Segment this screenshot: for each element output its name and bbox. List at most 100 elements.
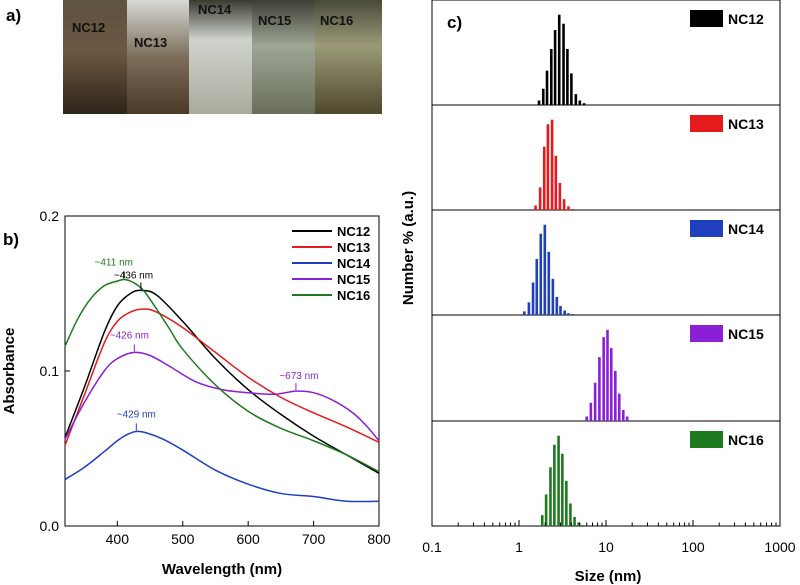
panel-label-b: b)	[3, 230, 19, 249]
size-bar-nc14	[531, 282, 535, 315]
vial-label-nc16: NC16	[320, 13, 353, 28]
size-bar-nc12	[557, 14, 561, 106]
absorbance-x-tick-label: 400	[106, 531, 130, 547]
size-bar-nc13	[546, 124, 550, 210]
size-bar-nc14	[527, 302, 531, 315]
size-legend-label-nc13: NC13	[728, 116, 764, 132]
size-bar-nc16	[544, 494, 548, 526]
size-legend-swatch-nc16	[690, 431, 723, 448]
size-bar-nc16	[565, 480, 568, 526]
size-bar-nc12	[562, 23, 565, 106]
size-legend-label-nc14: NC14	[728, 221, 764, 237]
size-bar-nc12	[574, 94, 578, 105]
vial-label-nc15: NC15	[258, 13, 291, 28]
legend-label-nc14: NC14	[337, 256, 371, 271]
size-legend-label-nc16: NC16	[728, 432, 764, 448]
vial-label-nc13: NC13	[134, 35, 167, 50]
size-bar-nc13	[558, 182, 562, 210]
size-bar-nc14	[535, 259, 539, 315]
size-bar-nc15	[602, 337, 605, 421]
size-bar-nc12	[545, 70, 549, 105]
size-bar-nc12	[541, 88, 545, 105]
size-bar-nc16	[553, 444, 556, 526]
absorbance-y-tick-label: 0.1	[40, 363, 60, 379]
legend-label-nc12: NC12	[337, 224, 370, 239]
peak-annotation: ~436 nm	[114, 270, 153, 281]
size-x-tick-label: 1000	[764, 539, 795, 555]
absorbance-y-tick-label: 0.0	[40, 518, 60, 534]
size-bar-nc13	[542, 146, 546, 210]
size-bar-nc13	[534, 205, 537, 210]
size-bar-nc13	[562, 199, 566, 210]
size-bar-nc13	[554, 155, 558, 210]
size-bar-nc12	[537, 100, 541, 105]
absorbance-line-nc16	[64, 278, 380, 473]
size-bar-nc13	[571, 209, 574, 210]
size-bar-nc12	[578, 100, 582, 105]
size-bar-nc14	[522, 311, 526, 315]
vial-nc14	[189, 0, 252, 114]
size-bar-nc14	[539, 233, 543, 315]
size-bar-nc16	[540, 515, 544, 526]
size-bar-nc15	[589, 402, 593, 421]
size-distribution-chart: NC12 NC13 NC14 NC15 NC16 0.1 1 10 100 1000 Size …	[400, 0, 796, 585]
vial-label-nc12: NC12	[72, 20, 105, 35]
size-bar-nc16	[577, 522, 580, 526]
size-bar-nc15	[606, 329, 609, 421]
absorbance-x-tick-label: 700	[302, 531, 326, 547]
size-bar-nc14	[559, 305, 562, 315]
absorbance-x-tick-label: 800	[367, 531, 391, 547]
size-legend-label-nc12: NC12	[728, 11, 764, 27]
absorbance-x-tick-label: 600	[236, 531, 260, 547]
absorbance-chart: 400 500 600 700 800 0.0 0.1 0.2 ~411 nm~436 nm ~…	[1, 208, 391, 578]
size-bar-nc13	[550, 119, 554, 210]
size-bar-nc15	[598, 357, 601, 421]
vial-nc16	[315, 0, 382, 114]
absorbance-y-axis-title: Absorbance	[1, 328, 18, 415]
size-bar-nc12	[549, 49, 553, 105]
size-bar-nc14	[543, 224, 547, 315]
size-bar-nc14	[571, 314, 574, 315]
size-bar-nc16	[569, 503, 572, 526]
peak-annotation: ~673 nm	[279, 371, 318, 382]
size-bar-nc15	[585, 416, 588, 421]
size-bar-nc12	[570, 73, 573, 105]
peak-annotation: ~429 nm	[117, 409, 156, 420]
size-bar-nc12	[582, 103, 586, 105]
size-bar-nc12	[553, 30, 557, 105]
size-x-axis-title: Size (nm)	[575, 568, 642, 585]
size-bar-nc15	[593, 382, 597, 421]
size-x-tick-label: 1	[515, 539, 523, 555]
size-bar-nc14	[547, 251, 551, 315]
size-bar-nc12	[566, 49, 569, 105]
size-bar-nc15	[621, 410, 625, 421]
size-legend-swatch-nc15	[690, 325, 723, 342]
size-bar-nc13	[538, 187, 542, 210]
absorbance-y-tick-label: 0.2	[40, 208, 60, 224]
size-legend-swatch-nc13	[690, 115, 723, 132]
vial-label-nc14: NC14	[198, 2, 232, 17]
size-bar-nc15	[617, 393, 621, 421]
peak-annotation: ~426 nm	[110, 330, 149, 341]
size-legend-swatch-nc12	[690, 10, 723, 27]
absorbance-line-nc12	[64, 289, 380, 474]
legend-label-nc15: NC15	[337, 272, 370, 287]
absorbance-line-nc14	[64, 430, 380, 503]
panel-label-a: a)	[6, 6, 21, 25]
size-x-tick-label: 100	[681, 539, 705, 555]
legend-label-nc13: NC13	[337, 240, 370, 255]
size-bar-nc14	[551, 278, 555, 315]
size-bar-nc16	[561, 453, 564, 526]
size-legend-label-nc15: NC15	[728, 326, 764, 342]
size-bar-nc16	[549, 467, 552, 526]
size-bar-nc15	[609, 348, 613, 421]
size-x-tick-label: 10	[598, 539, 614, 555]
vial-nc15	[252, 0, 315, 114]
size-y-axis-title: Number % (a.u.)	[400, 191, 417, 305]
absorbance-x-axis-title: Wavelength (nm)	[162, 561, 282, 578]
vial-nc13	[127, 0, 189, 114]
size-bar-nc14	[563, 310, 566, 315]
size-bar-nc15	[625, 416, 629, 421]
size-bar-nc13	[567, 206, 570, 210]
